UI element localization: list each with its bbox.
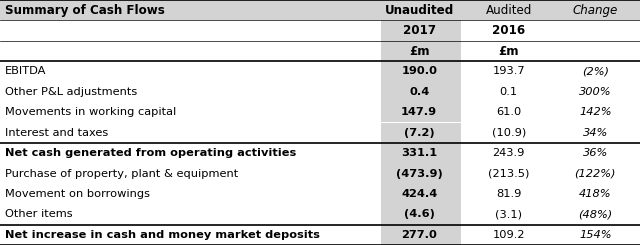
Text: 243.9: 243.9 — [493, 148, 525, 158]
Text: (213.5): (213.5) — [488, 169, 529, 179]
Bar — [461, 184, 547, 204]
Bar — [547, 0, 640, 20]
Bar — [461, 122, 547, 143]
Bar — [0, 163, 381, 184]
Bar — [461, 41, 547, 61]
Bar — [0, 61, 381, 82]
Bar — [381, 184, 461, 204]
Bar — [0, 82, 381, 102]
Bar — [0, 122, 381, 143]
Bar — [381, 163, 461, 184]
Bar — [461, 0, 547, 20]
Bar — [547, 82, 640, 102]
Text: Net cash generated from operating activities: Net cash generated from operating activi… — [5, 148, 296, 158]
Bar — [461, 61, 547, 82]
Text: 61.0: 61.0 — [496, 107, 522, 117]
Text: EBITDA: EBITDA — [5, 66, 47, 76]
Text: (48%): (48%) — [578, 209, 612, 219]
Text: (473.9): (473.9) — [396, 169, 443, 179]
Bar — [381, 204, 461, 225]
Text: (7.2): (7.2) — [404, 128, 435, 138]
Bar — [0, 204, 381, 225]
Bar — [461, 82, 547, 102]
Text: Change: Change — [573, 4, 618, 17]
Text: 34%: 34% — [582, 128, 608, 138]
Bar — [381, 61, 461, 82]
Text: 154%: 154% — [579, 230, 611, 240]
Bar — [461, 163, 547, 184]
Bar — [547, 204, 640, 225]
Bar — [381, 20, 461, 41]
Text: 424.4: 424.4 — [401, 189, 437, 199]
Bar — [547, 41, 640, 61]
Text: Other items: Other items — [5, 209, 73, 219]
Text: Unaudited: Unaudited — [385, 4, 454, 17]
Bar — [0, 143, 381, 163]
Bar — [0, 0, 381, 20]
Bar — [381, 102, 461, 122]
Bar — [461, 143, 547, 163]
Text: Summary of Cash Flows: Summary of Cash Flows — [5, 4, 165, 17]
Text: £m: £m — [499, 45, 519, 58]
Bar — [547, 225, 640, 245]
Bar — [547, 163, 640, 184]
Text: 300%: 300% — [579, 87, 611, 97]
Bar — [461, 20, 547, 41]
Text: 2016: 2016 — [492, 24, 525, 37]
Bar — [381, 0, 461, 20]
Text: 36%: 36% — [582, 148, 608, 158]
Bar — [381, 41, 461, 61]
Text: (122%): (122%) — [575, 169, 616, 179]
Bar — [0, 225, 381, 245]
Bar — [547, 122, 640, 143]
Text: 190.0: 190.0 — [401, 66, 437, 76]
Text: Movements in working capital: Movements in working capital — [5, 107, 177, 117]
Bar — [547, 184, 640, 204]
Text: 147.9: 147.9 — [401, 107, 437, 117]
Text: 142%: 142% — [579, 107, 611, 117]
Text: 193.7: 193.7 — [493, 66, 525, 76]
Text: Audited: Audited — [486, 4, 532, 17]
Bar — [381, 82, 461, 102]
Text: 2017: 2017 — [403, 24, 436, 37]
Text: (3.1): (3.1) — [495, 209, 522, 219]
Text: 81.9: 81.9 — [496, 189, 522, 199]
Bar — [547, 20, 640, 41]
Bar — [547, 143, 640, 163]
Bar — [381, 122, 461, 143]
Text: 0.1: 0.1 — [500, 87, 518, 97]
Bar — [381, 143, 461, 163]
Text: 277.0: 277.0 — [401, 230, 437, 240]
Text: 331.1: 331.1 — [401, 148, 437, 158]
Bar — [547, 61, 640, 82]
Text: 418%: 418% — [579, 189, 611, 199]
Bar — [0, 102, 381, 122]
Bar — [547, 102, 640, 122]
Text: Net increase in cash and money market deposits: Net increase in cash and money market de… — [5, 230, 320, 240]
Text: 109.2: 109.2 — [493, 230, 525, 240]
Text: (2%): (2%) — [582, 66, 609, 76]
Text: Other P&L adjustments: Other P&L adjustments — [5, 87, 138, 97]
Text: £m: £m — [409, 45, 429, 58]
Text: 0.4: 0.4 — [409, 87, 429, 97]
Bar — [0, 184, 381, 204]
Text: (4.6): (4.6) — [404, 209, 435, 219]
Bar — [461, 225, 547, 245]
Text: Purchase of property, plant & equipment: Purchase of property, plant & equipment — [5, 169, 238, 179]
Bar — [461, 204, 547, 225]
Text: Movement on borrowings: Movement on borrowings — [5, 189, 150, 199]
Bar — [381, 225, 461, 245]
Text: Interest and taxes: Interest and taxes — [5, 128, 108, 138]
Bar — [0, 20, 381, 41]
Text: (10.9): (10.9) — [492, 128, 526, 138]
Bar — [0, 41, 381, 61]
Bar — [461, 102, 547, 122]
